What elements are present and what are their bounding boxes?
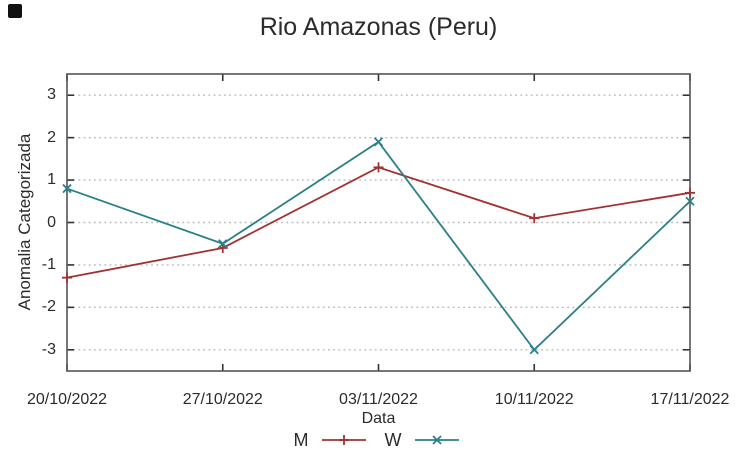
y-tick-label: -3 <box>41 340 56 358</box>
marker-cross <box>685 196 695 206</box>
x-tick-label: 17/11/2022 <box>650 391 730 408</box>
legend-item-M: M <box>294 430 367 451</box>
x-tick-label: 27/10/2022 <box>182 391 263 408</box>
x-tick-label: 20/10/2022 <box>26 391 108 408</box>
marker-cross <box>529 345 539 355</box>
corner-dot <box>8 4 22 18</box>
y-tick-label: -2 <box>41 298 56 316</box>
legend-swatch-cross-icon <box>414 435 459 445</box>
x-axis-label: Data <box>361 410 396 427</box>
y-tick-label: 3 <box>47 86 56 104</box>
marker-cross <box>62 183 72 194</box>
y-tick-label: -1 <box>41 255 56 273</box>
chart-title: Rio Amazonas (Peru) <box>259 13 498 41</box>
marker-cross <box>373 137 384 147</box>
y-tick-label: 1 <box>47 171 56 189</box>
plot-border <box>66 73 691 372</box>
legend-label: W <box>384 429 402 450</box>
x-tick-label: 10/11/2022 <box>494 391 574 408</box>
y-tick-label: 0 <box>47 213 56 231</box>
y-tick-label: 2 <box>47 128 56 146</box>
series-line-W <box>66 140 691 352</box>
marker-cross <box>218 239 228 249</box>
legend-item-W: W <box>385 430 460 451</box>
legend-swatch-plus-icon <box>321 435 366 445</box>
x-tick-label: 03/11/2022 <box>339 391 418 408</box>
legend-label: M <box>293 429 309 450</box>
